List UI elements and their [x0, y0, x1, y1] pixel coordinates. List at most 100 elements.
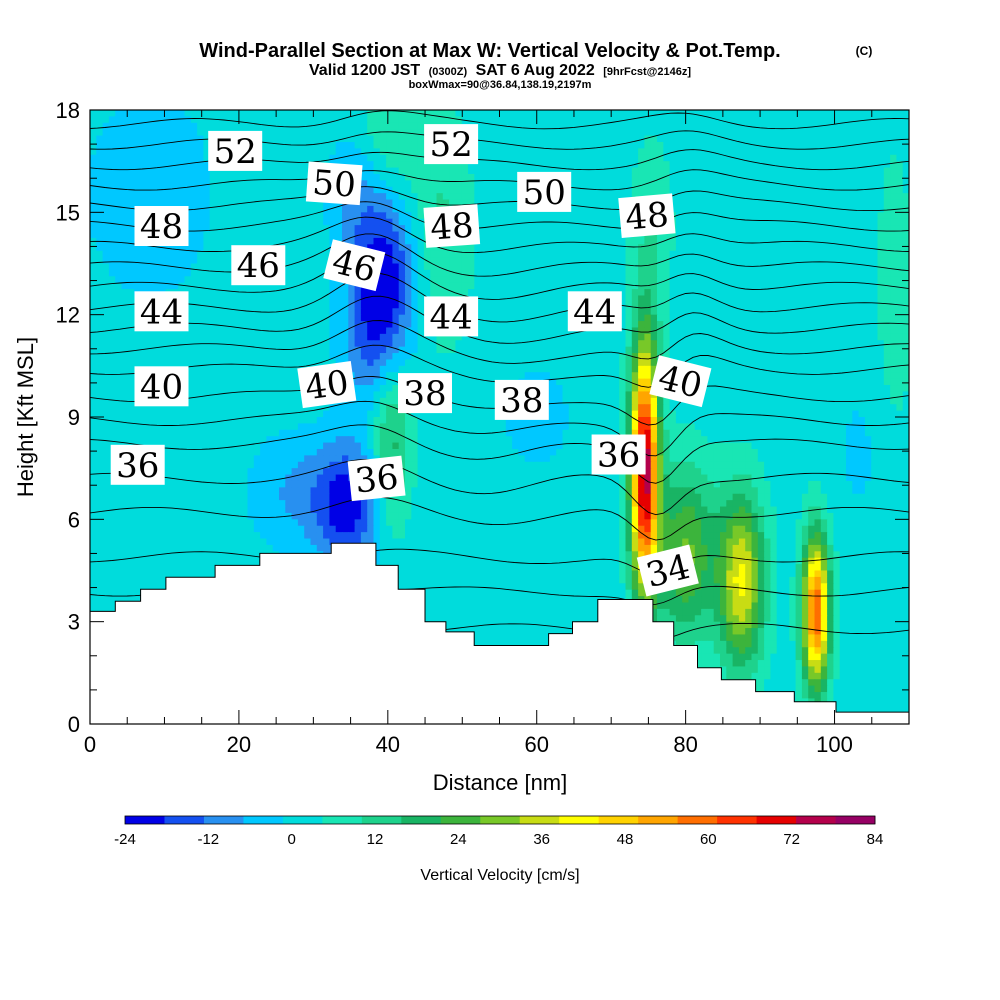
w-field-cell — [720, 129, 727, 137]
w-field-cell — [411, 225, 419, 233]
w-field-cell — [619, 129, 627, 137]
w-field-cell — [776, 295, 784, 303]
w-field-cell — [430, 346, 438, 354]
w-field-cell — [184, 110, 192, 117]
w-field-cell — [619, 295, 627, 303]
w-field-cell — [197, 295, 204, 303]
w-field-cell — [757, 321, 765, 329]
w-field-cell — [96, 231, 104, 239]
w-field-cell — [801, 250, 809, 258]
w-field-cell — [234, 353, 242, 361]
w-field-cell — [827, 244, 834, 252]
w-field-cell — [732, 122, 740, 130]
w-field-cell — [694, 186, 702, 194]
w-field-cell — [864, 308, 872, 316]
w-field-cell — [247, 218, 255, 226]
w-field-cell — [764, 321, 771, 329]
w-field-cell — [291, 289, 299, 297]
w-field-cell — [411, 205, 419, 213]
w-field-cell — [159, 353, 167, 361]
w-field-cell — [417, 282, 425, 290]
w-field-cell — [266, 231, 274, 239]
w-field-cell — [134, 141, 141, 149]
w-field-cell — [90, 205, 97, 213]
w-field-cell — [474, 205, 482, 213]
w-field-cell — [770, 193, 778, 201]
w-field-cell — [713, 308, 721, 316]
w-field-cell — [323, 148, 330, 156]
w-field-cell — [436, 116, 444, 124]
w-field-cell — [461, 333, 469, 341]
w-field-cell — [272, 282, 280, 290]
w-field-cell — [121, 205, 129, 213]
w-field-cell — [140, 135, 148, 143]
w-field-cell — [272, 154, 280, 162]
w-field-cell — [222, 193, 230, 201]
w-field-cell — [543, 161, 551, 169]
w-field-cell — [285, 244, 293, 252]
w-field-cell — [474, 250, 482, 258]
w-field-cell — [304, 218, 312, 226]
w-field-cell — [455, 173, 463, 181]
w-field-cell — [304, 167, 312, 175]
w-field-cell — [512, 205, 519, 213]
w-field-cell — [581, 276, 589, 284]
w-field-cell — [316, 199, 324, 207]
w-field-cell — [323, 346, 330, 354]
w-field-cell — [272, 161, 280, 169]
w-field-cell — [518, 321, 526, 329]
w-field-cell — [871, 186, 879, 194]
w-field-cell — [776, 244, 784, 252]
w-field-cell — [625, 269, 633, 277]
w-field-cell — [776, 173, 784, 181]
w-field-cell — [776, 269, 784, 277]
w-field-cell — [486, 218, 494, 226]
w-field-cell — [757, 340, 765, 348]
w-field-cell — [354, 141, 362, 149]
w-field-cell — [455, 116, 463, 124]
w-field-cell — [568, 340, 576, 348]
w-field-cell — [178, 116, 186, 124]
w-field-cell — [442, 193, 450, 201]
w-field-cell — [499, 244, 507, 252]
w-field-cell — [871, 199, 879, 207]
w-field-cell — [134, 193, 141, 201]
w-field-cell — [543, 135, 551, 143]
w-field-cell — [814, 346, 822, 354]
w-field-cell — [776, 154, 784, 162]
w-field-cell — [367, 346, 375, 354]
w-field-cell — [153, 141, 160, 149]
w-field-cell — [140, 263, 148, 271]
w-field-cell — [146, 129, 154, 137]
w-field-cell — [392, 276, 400, 284]
w-field-cell — [549, 141, 557, 149]
w-field-cell — [493, 110, 501, 117]
w-field-cell — [877, 122, 885, 130]
w-field-cell — [896, 110, 904, 117]
w-field-cell — [839, 269, 847, 277]
w-field-cell — [801, 154, 809, 162]
w-field-cell — [896, 295, 904, 303]
w-field-cell — [663, 122, 671, 130]
w-field-cell — [694, 244, 702, 252]
w-field-cell — [253, 110, 261, 117]
w-field-cell — [373, 340, 381, 348]
w-field-cell — [858, 225, 866, 233]
w-field-cell — [720, 276, 727, 284]
w-field-cell — [606, 122, 614, 130]
w-field-cell — [493, 218, 501, 226]
w-field-cell — [480, 327, 488, 335]
w-field-cell — [738, 186, 746, 194]
w-field-cell — [184, 122, 192, 130]
w-field-cell — [600, 141, 608, 149]
w-field-cell — [398, 295, 406, 303]
w-field-cell — [846, 295, 853, 303]
w-field-cell — [127, 314, 135, 322]
w-field-cell — [348, 205, 356, 213]
w-field-cell — [839, 135, 847, 143]
w-field-cell — [499, 250, 507, 258]
w-field-cell — [575, 218, 582, 226]
w-field-cell — [190, 257, 198, 265]
w-field-cell — [864, 167, 872, 175]
w-field-cell — [316, 110, 324, 117]
